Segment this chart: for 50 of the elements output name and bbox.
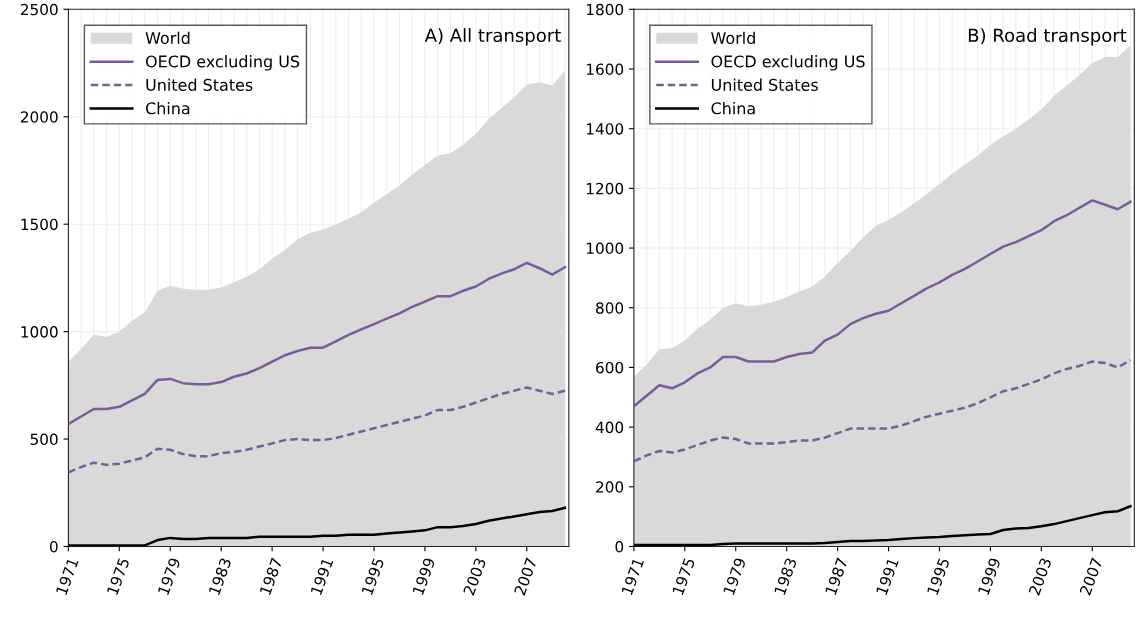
y-tick-label: 1000 xyxy=(586,242,624,255)
x-tick-label: 1999 xyxy=(412,557,436,596)
legend-label: United States xyxy=(711,78,818,91)
y-tick-label: 2000 xyxy=(20,111,58,123)
x-tick-label: 1975 xyxy=(672,557,696,596)
x-tick-label: 1979 xyxy=(157,557,181,596)
y-tick-label: 1400 xyxy=(586,123,624,135)
x-tick-label: 1983 xyxy=(773,557,798,596)
line-series xyxy=(68,261,567,426)
y-tick-label: 0 xyxy=(615,540,624,553)
x-tick-label: 1971 xyxy=(55,557,79,596)
line-series xyxy=(633,358,1132,463)
text: A) All transport xyxy=(424,28,561,46)
y-tick-label: 500 xyxy=(30,433,58,446)
legend-label: World xyxy=(145,31,190,45)
y-tick-label: 400 xyxy=(595,421,624,434)
x-tick-label: 2007 xyxy=(1079,557,1103,596)
x-tick-label: 1995 xyxy=(926,557,950,596)
y-tick-label: 1800 xyxy=(586,3,624,16)
x-tick-label: 2003 xyxy=(462,557,487,596)
x-tick-label: 1975 xyxy=(106,557,130,596)
legend-label: United States xyxy=(146,78,253,91)
legend-label: China xyxy=(145,102,190,115)
legend-label: China xyxy=(711,102,755,115)
y-tick-label: 200 xyxy=(596,481,624,493)
line-series xyxy=(633,199,1132,408)
y-tick-label: 1500 xyxy=(21,218,58,231)
x-tick-label: 1987 xyxy=(259,557,283,596)
x-tick-label: 1999 xyxy=(977,557,1001,596)
x-tick-label: 1995 xyxy=(361,557,385,596)
x-tick-label: 1971 xyxy=(621,557,645,596)
y-tick-label: 0 xyxy=(49,540,58,553)
x-tick-label: 1979 xyxy=(722,557,747,596)
legend-label: OECD excluding US xyxy=(711,55,865,71)
legend-label: OECD excluding US xyxy=(145,55,300,71)
y-tick-label: 800 xyxy=(596,302,624,314)
y-tick-label: 1000 xyxy=(21,326,58,338)
x-tick-label: 1991 xyxy=(875,557,899,596)
y-tick-label: 2500 xyxy=(20,3,58,16)
legend-label: World xyxy=(711,31,755,45)
y-tick-label: 1200 xyxy=(586,182,624,195)
text: B) Road transport xyxy=(968,28,1127,46)
y-tick-label: 1600 xyxy=(586,63,624,76)
x-tick-label: 2003 xyxy=(1028,557,1052,596)
x-tick-label: 1983 xyxy=(208,557,232,596)
x-tick-label: 1987 xyxy=(824,557,848,596)
x-tick-label: 2007 xyxy=(513,557,538,596)
line-series xyxy=(68,386,567,474)
y-tick-label: 600 xyxy=(596,361,624,374)
x-tick-label: 1991 xyxy=(310,557,334,596)
